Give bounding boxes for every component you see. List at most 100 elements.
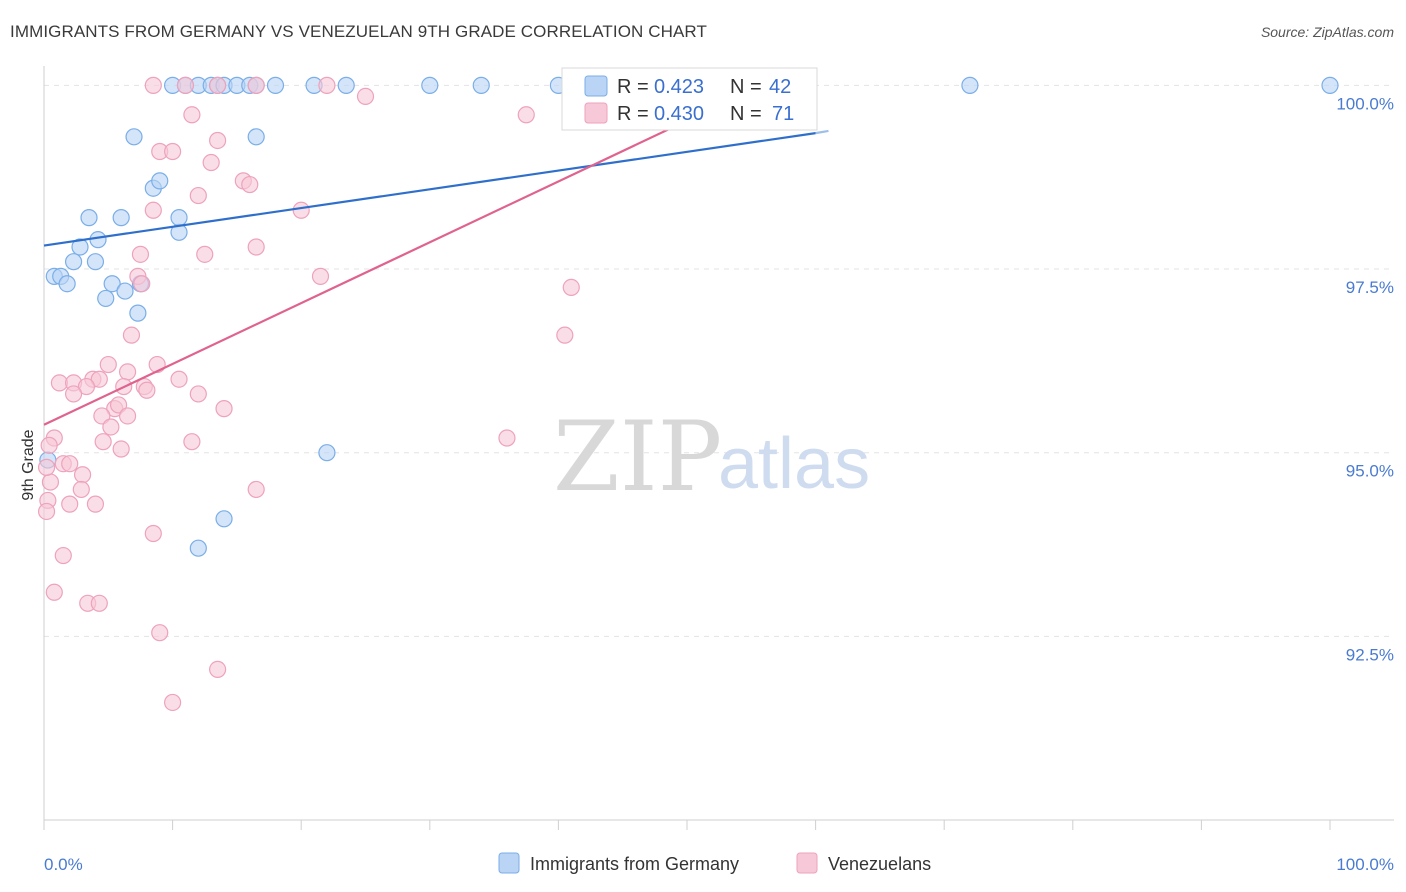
point-1-41 xyxy=(109,396,128,414)
point-1-3 xyxy=(247,76,265,94)
point-1-20 xyxy=(311,267,330,285)
y-tick-label-0: 100.0% xyxy=(1336,94,1394,113)
point-1-5 xyxy=(356,87,375,106)
point-1-62 xyxy=(54,546,72,565)
point-1-42 xyxy=(215,400,233,418)
watermark-atlas: atlas xyxy=(718,424,870,504)
point-0-23 xyxy=(112,209,130,227)
legend-n-value-germany: 42 xyxy=(769,76,791,98)
point-1-2 xyxy=(209,76,227,94)
point-1-26 xyxy=(99,355,117,374)
y-tick-label-2: 95.0% xyxy=(1346,462,1394,481)
point-0-16 xyxy=(961,76,979,94)
point-1-21 xyxy=(562,278,580,297)
legend-bottom-label-venezuelans: Venezuelans xyxy=(828,854,931,874)
y-tick-labels: 100.0% 97.5% 95.0% 92.5% xyxy=(1336,94,1394,664)
point-1-59 xyxy=(86,495,105,513)
point-1-0 xyxy=(144,76,162,94)
point-1-8 xyxy=(209,131,227,150)
legend-n-label-germany: N = xyxy=(730,76,762,98)
legend-r-value-venezuelans: 0.430 xyxy=(654,103,704,125)
legend-swatch-venezuelans xyxy=(584,102,608,124)
point-1-37 xyxy=(138,381,156,399)
trend-line-1 xyxy=(43,77,778,426)
point-1-48 xyxy=(94,433,112,451)
point-1-57 xyxy=(247,480,265,499)
point-0-11 xyxy=(337,76,355,94)
y-axis-label: 9th Grade xyxy=(20,429,37,500)
point-0-27 xyxy=(71,238,89,256)
point-1-45 xyxy=(102,418,120,436)
y-tick-label-1: 97.5% xyxy=(1346,278,1394,297)
point-0-12 xyxy=(421,76,439,94)
point-1-7 xyxy=(517,106,535,124)
point-0-17 xyxy=(1321,76,1339,94)
point-1-65 xyxy=(90,594,108,612)
point-1-44 xyxy=(118,407,137,425)
y-tick-label-3: 92.5% xyxy=(1346,645,1394,664)
point-1-31 xyxy=(170,370,188,388)
point-1-51 xyxy=(112,440,130,458)
point-1-28 xyxy=(118,363,137,381)
source-label: Source: ZipAtlas.com xyxy=(1260,24,1394,40)
legend-r-label-germany: R = xyxy=(617,76,649,98)
legend-bottom-swatch-venezuelans xyxy=(796,852,818,874)
point-0-22 xyxy=(80,209,98,227)
point-0-18 xyxy=(125,128,143,146)
point-1-6 xyxy=(183,106,201,124)
point-1-67 xyxy=(209,660,227,679)
watermark-zip: ZIP xyxy=(553,401,722,513)
legend-bottom-label-germany: Immigrants from Germany xyxy=(530,854,739,874)
legend-r-label-venezuelans: R = xyxy=(617,103,649,125)
x-tick-labels: 0.0% 100.0% xyxy=(44,855,1394,874)
legend-bottom-swatch-germany xyxy=(498,852,520,874)
point-1-63 xyxy=(45,583,63,601)
point-1-69 xyxy=(37,458,56,476)
point-1-17 xyxy=(247,238,265,256)
point-0-32 xyxy=(58,275,76,293)
point-1-23 xyxy=(133,275,151,293)
point-1-4 xyxy=(318,76,336,94)
point-1-49 xyxy=(183,433,201,451)
point-0-13 xyxy=(472,76,490,94)
point-1-30 xyxy=(90,370,108,388)
point-1-58 xyxy=(61,495,79,513)
point-1-24 xyxy=(556,326,574,344)
point-0-21 xyxy=(151,172,169,190)
x-tick-label-left: 0.0% xyxy=(44,855,83,874)
point-1-13 xyxy=(241,175,259,194)
point-1-54 xyxy=(73,466,92,484)
trend-line-0-extension xyxy=(815,129,829,135)
point-1-25 xyxy=(122,326,141,344)
legend-n-label-venezuelans: N = xyxy=(730,103,762,125)
point-1-18 xyxy=(131,245,150,263)
point-1-34 xyxy=(77,377,96,396)
point-1-19 xyxy=(196,245,214,263)
legend-n-value-venezuelans: 71 xyxy=(772,103,794,125)
point-1-15 xyxy=(292,201,310,219)
trend-line-0 xyxy=(43,132,816,247)
grid-lines xyxy=(44,84,1394,637)
point-0-37 xyxy=(129,304,147,322)
point-0-28 xyxy=(64,253,83,271)
legend-series: Immigrants from Germany Venezuelans xyxy=(498,852,931,874)
point-1-14 xyxy=(189,186,207,205)
legend-r-value-germany: 0.423 xyxy=(654,76,704,98)
point-1-43 xyxy=(93,407,111,425)
point-1-38 xyxy=(64,385,83,403)
point-1-55 xyxy=(41,473,60,491)
point-0-19 xyxy=(247,128,265,146)
point-0-33 xyxy=(103,275,121,293)
point-0-40 xyxy=(189,539,207,557)
point-1-53 xyxy=(61,455,79,473)
trend-lines xyxy=(43,77,829,426)
point-0-39 xyxy=(215,510,233,528)
point-0-25 xyxy=(170,209,188,227)
point-1-50 xyxy=(498,429,516,447)
point-1-39 xyxy=(189,385,207,403)
point-1-68 xyxy=(164,693,182,712)
point-1-70 xyxy=(37,502,56,521)
point-1-1 xyxy=(176,76,195,94)
series-venezuelans-points xyxy=(37,76,580,712)
